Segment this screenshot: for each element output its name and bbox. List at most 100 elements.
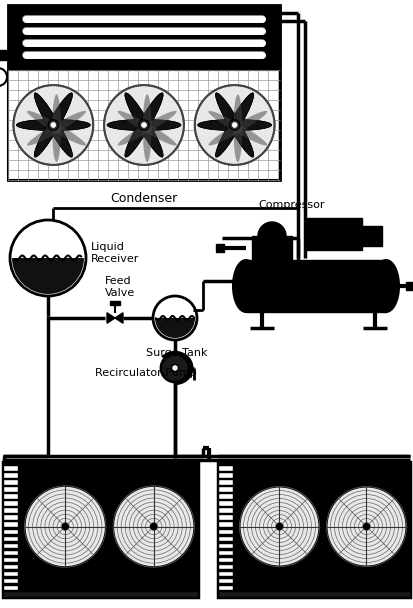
Text: Compressor: Compressor <box>258 200 325 210</box>
Ellipse shape <box>215 93 253 157</box>
Text: Recirculator Pump: Recirculator Pump <box>95 368 196 378</box>
Bar <box>4 501 18 506</box>
Circle shape <box>326 486 406 567</box>
Bar <box>4 579 18 584</box>
Ellipse shape <box>208 111 267 145</box>
Ellipse shape <box>197 119 271 131</box>
Circle shape <box>161 354 189 382</box>
Bar <box>3 591 197 597</box>
Circle shape <box>153 296 197 340</box>
Circle shape <box>104 85 183 165</box>
Bar <box>8 5 279 70</box>
Bar <box>4 494 18 499</box>
Circle shape <box>363 523 369 530</box>
Bar <box>4 522 18 527</box>
Bar <box>218 586 233 590</box>
Circle shape <box>48 120 58 130</box>
Ellipse shape <box>125 93 163 157</box>
Circle shape <box>257 222 285 250</box>
Ellipse shape <box>117 111 176 145</box>
Ellipse shape <box>34 93 72 157</box>
Polygon shape <box>107 313 115 323</box>
Circle shape <box>62 523 68 530</box>
Circle shape <box>229 120 239 130</box>
Bar <box>4 508 18 513</box>
Bar <box>4 480 18 485</box>
Ellipse shape <box>34 93 72 157</box>
Bar <box>218 572 233 576</box>
Ellipse shape <box>107 119 180 131</box>
Bar <box>218 579 233 584</box>
Circle shape <box>239 486 319 567</box>
Wedge shape <box>12 258 84 294</box>
Circle shape <box>24 486 106 567</box>
Bar <box>218 516 233 520</box>
Bar <box>8 70 279 180</box>
Bar <box>218 480 233 485</box>
Bar <box>252 236 291 264</box>
Bar <box>218 494 233 499</box>
Circle shape <box>10 220 86 296</box>
Bar <box>218 522 233 527</box>
Circle shape <box>0 68 7 86</box>
Ellipse shape <box>27 111 86 145</box>
Bar <box>0 50 10 60</box>
Bar <box>218 591 409 597</box>
Bar <box>4 516 18 520</box>
Ellipse shape <box>215 93 253 157</box>
Circle shape <box>51 123 56 128</box>
Bar <box>4 586 18 590</box>
Circle shape <box>150 523 157 530</box>
Ellipse shape <box>125 93 163 157</box>
Polygon shape <box>115 313 123 323</box>
Circle shape <box>13 85 93 165</box>
Ellipse shape <box>142 94 151 162</box>
Ellipse shape <box>215 93 253 157</box>
Ellipse shape <box>197 119 271 131</box>
Text: Feed
Valve: Feed Valve <box>105 277 135 298</box>
Circle shape <box>171 365 178 371</box>
Ellipse shape <box>17 119 90 131</box>
Ellipse shape <box>34 93 72 157</box>
Bar <box>245 260 385 312</box>
Bar <box>218 501 233 506</box>
Bar <box>4 558 18 562</box>
Bar <box>4 544 18 548</box>
Bar <box>8 5 279 180</box>
Ellipse shape <box>27 111 86 145</box>
Ellipse shape <box>117 111 176 145</box>
Ellipse shape <box>52 94 61 162</box>
Bar <box>218 544 233 548</box>
Ellipse shape <box>208 111 267 145</box>
Bar <box>4 487 18 492</box>
Bar <box>218 558 233 562</box>
Bar <box>405 282 413 290</box>
Ellipse shape <box>372 260 398 312</box>
Bar <box>218 462 409 597</box>
Bar <box>218 536 233 541</box>
Bar <box>218 565 233 569</box>
Circle shape <box>276 523 282 530</box>
Ellipse shape <box>107 119 180 131</box>
Bar <box>218 466 233 471</box>
Ellipse shape <box>233 94 242 162</box>
Bar <box>218 487 233 492</box>
Bar <box>306 218 361 250</box>
Wedge shape <box>154 318 195 338</box>
Text: Condenser: Condenser <box>110 192 177 205</box>
Bar <box>4 530 18 534</box>
Bar <box>4 466 18 471</box>
Bar <box>218 551 233 555</box>
Ellipse shape <box>215 93 253 157</box>
Bar <box>361 226 381 246</box>
Bar <box>4 551 18 555</box>
Circle shape <box>232 123 237 128</box>
Ellipse shape <box>125 93 163 157</box>
Bar <box>110 301 120 305</box>
Circle shape <box>138 120 149 130</box>
Circle shape <box>113 486 194 567</box>
Bar <box>218 508 233 513</box>
Bar <box>216 244 223 252</box>
Bar <box>218 473 233 477</box>
Ellipse shape <box>34 93 72 157</box>
